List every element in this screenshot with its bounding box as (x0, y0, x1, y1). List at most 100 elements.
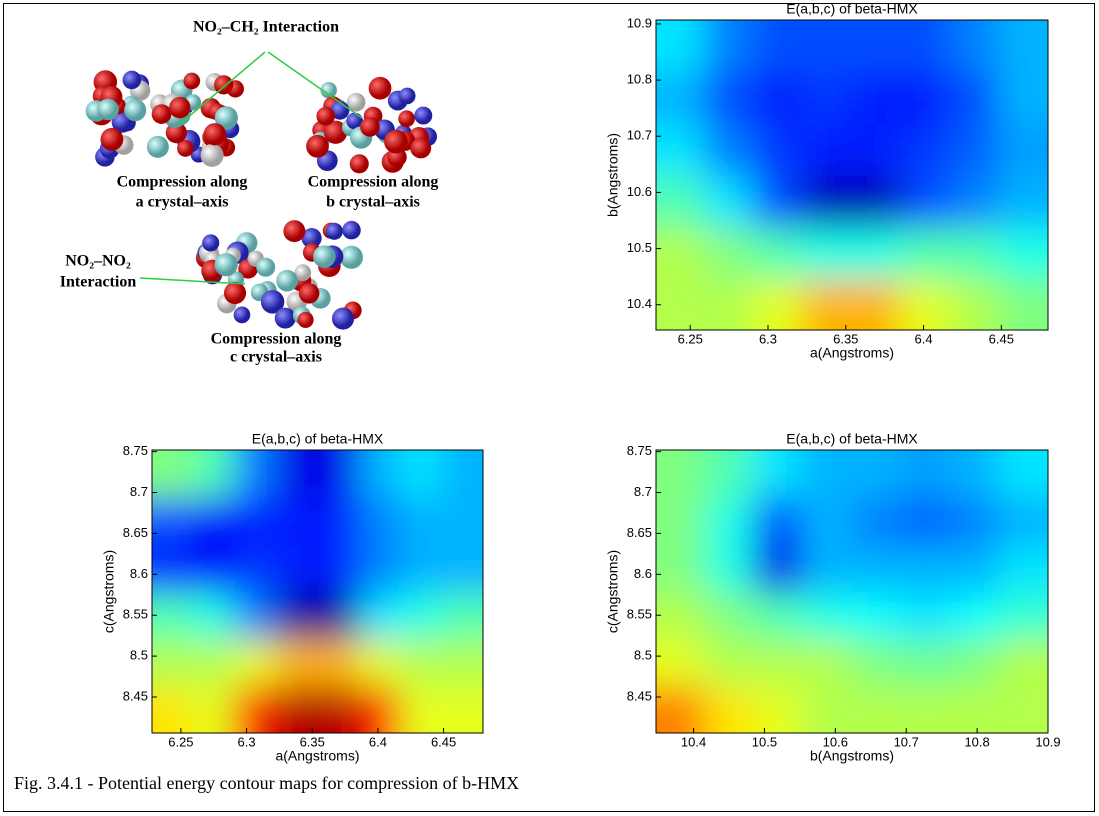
contour-cell (441, 638, 524, 687)
atom (350, 154, 369, 173)
contour-cell (949, 591, 1000, 640)
contour-cell (998, 0, 1089, 73)
atom (202, 234, 219, 251)
x-axis-label: a(Angstroms) (275, 748, 359, 764)
contour-cell (234, 591, 277, 640)
contour-cell (317, 591, 360, 640)
atom (299, 283, 319, 303)
contour-cell (704, 71, 755, 125)
atom (340, 246, 363, 269)
contour-cell (615, 638, 706, 687)
y-tick-label: 8.6 (634, 566, 652, 581)
contour-cell (802, 496, 853, 545)
figure-caption: Fig. 3.4.1 - Potential energy contour ma… (14, 773, 519, 793)
plot-area (111, 409, 524, 774)
contour-cell (851, 226, 902, 280)
contour-field (615, 0, 1089, 371)
atom (214, 75, 233, 94)
x-tick-label: 6.4 (369, 734, 387, 749)
contour-cell (802, 591, 853, 640)
contour-cell (704, 0, 755, 73)
contour-cell (192, 409, 235, 498)
atom (283, 220, 305, 242)
contour-cell (998, 71, 1089, 125)
plot-area (615, 409, 1089, 774)
contour-cell (275, 543, 318, 592)
atom (97, 99, 118, 120)
contour-cell (192, 685, 235, 774)
contour-cell (441, 591, 524, 640)
atom (360, 117, 380, 137)
contour-cell (802, 543, 853, 592)
contour-cell (317, 496, 360, 545)
molecule-caption: Compression along (308, 174, 439, 191)
contour-cell (851, 591, 902, 640)
contour-cell (753, 685, 804, 774)
contour-cell (753, 71, 804, 125)
contour-cell (851, 543, 902, 592)
contour-cell (399, 638, 442, 687)
x-tick-label: 10.4 (681, 734, 706, 749)
atom (204, 123, 226, 145)
contour-cell (441, 409, 524, 498)
y-tick-label: 10.4 (627, 296, 652, 311)
y-tick-label: 8.75 (123, 443, 148, 458)
contour-field (111, 409, 524, 774)
contour-cell (998, 226, 1089, 280)
x-tick-label: 6.35 (833, 331, 858, 346)
y-tick-label: 10.5 (627, 240, 652, 255)
y-tick-label: 8.55 (123, 607, 148, 622)
x-tick-label: 6.45 (431, 734, 456, 749)
contour-cell (704, 496, 755, 545)
contour-cell (399, 496, 442, 545)
contour-cell (317, 543, 360, 592)
contour-cell (615, 277, 706, 371)
atom (313, 245, 335, 267)
chart-title: E(a,b,c) of beta-HMX (786, 431, 918, 447)
contour-cell (851, 122, 902, 176)
plot-area (615, 0, 1089, 371)
contour-cell (753, 277, 804, 371)
figure: NO₂–CH₂ Interaction NO₂–NO₂ Interaction … (0, 0, 1099, 816)
y-tick-label: 8.7 (130, 484, 148, 499)
atom (398, 110, 415, 127)
contour-cell (851, 409, 902, 498)
arrow (268, 52, 362, 118)
atom (234, 307, 251, 324)
atom (316, 107, 335, 126)
contour-cell (111, 543, 194, 592)
contour-cell (704, 685, 755, 774)
contour-cell (441, 543, 524, 592)
contour-cell (949, 226, 1000, 280)
atom (326, 223, 343, 240)
x-tick-label: 10.8 (964, 734, 989, 749)
contour-cell (615, 0, 706, 73)
contour-cell (900, 543, 951, 592)
molecule-caption: c crystal–axis (230, 349, 322, 366)
contour-cell (615, 543, 706, 592)
atom (152, 104, 172, 124)
y-axis-label: c(Angstroms) (605, 550, 621, 633)
y-tick-label: 8.55 (627, 607, 652, 622)
contour-cell (753, 638, 804, 687)
contour-cell (900, 685, 951, 774)
contour-cell (399, 543, 442, 592)
y-tick-label: 8.6 (130, 566, 148, 581)
molecule-caption: b crystal–axis (326, 194, 420, 211)
atom (342, 221, 361, 240)
contour-cell (399, 591, 442, 640)
x-tick-label: 6.4 (915, 331, 933, 346)
contour-cell (998, 409, 1089, 498)
contour-cell (949, 685, 1000, 774)
contour-cell (998, 277, 1089, 371)
contour-cell (802, 174, 853, 228)
y-tick-label: 8.5 (130, 648, 148, 663)
contour-cell (753, 591, 804, 640)
atom (147, 136, 169, 158)
contour-cell (900, 591, 951, 640)
contour-cell (900, 122, 951, 176)
interaction-label: NO₂–NO₂ (65, 253, 131, 270)
contour-cell (900, 496, 951, 545)
contour-cell (753, 496, 804, 545)
contour-cell (851, 496, 902, 545)
